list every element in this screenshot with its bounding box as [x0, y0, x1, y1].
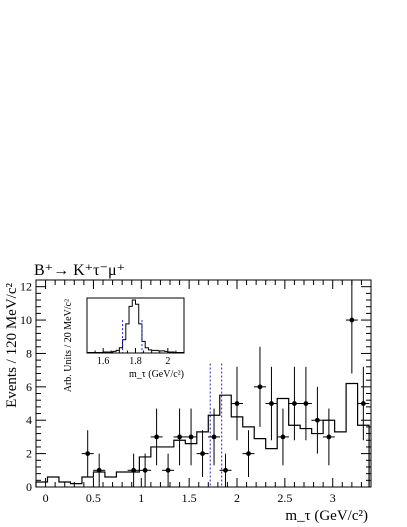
x-tick-label: 1: [138, 491, 144, 505]
data-point-13: [242, 430, 255, 477]
y-tick-label: 0: [26, 480, 32, 494]
data-point-3: [127, 453, 140, 487]
plot-frame: [35, 279, 372, 488]
data-point-14: [253, 346, 266, 427]
data-point-4: [139, 453, 152, 487]
inset-histogram-line: [86, 299, 185, 353]
x-tick-label: 0: [43, 491, 49, 505]
data-point-7: [173, 408, 186, 466]
x-axis-ticks: 0 0.5 1 1.5 2 2.5 3: [35, 280, 372, 505]
x-tick-label: 3: [330, 491, 336, 505]
data-points: [81, 280, 370, 487]
data-point-1: [81, 430, 94, 477]
data-point-11: [219, 453, 232, 487]
inset-y-axis-label: Arb. Units / 20 MeV/c²: [63, 299, 74, 392]
x-tick-label: 2: [234, 491, 240, 505]
inset-x-tick-label: 1.8: [129, 356, 142, 367]
data-point-16: [276, 408, 289, 466]
chart-title: B⁺→ K⁺τ⁻μ⁺: [34, 262, 125, 279]
x-axis-label: m_τ (GeV/c²): [285, 508, 368, 524]
data-point-12: [231, 366, 243, 441]
main-chart: B⁺→ K⁺τ⁻μ⁺ 0 0.5 1 1.5 2 2.5 3 0 2 4 6 8 10 12 Event…: [4, 262, 372, 524]
y-tick-label: 8: [26, 346, 32, 360]
data-point-10: [208, 408, 221, 466]
inset-background: [87, 298, 184, 353]
y-axis-label: Events / 120 MeV/c²: [4, 283, 20, 408]
y-axis-ticks: 0 2 4 6 8 10 12: [20, 280, 371, 494]
y-tick-label: 10: [20, 313, 32, 327]
data-point-2: [93, 453, 106, 487]
x-tick-label: 0.5: [86, 491, 101, 505]
y-tick-label: 12: [20, 280, 32, 294]
data-point-21: [345, 280, 358, 374]
data-point-15: [265, 366, 278, 441]
signal-window-lines: [209, 363, 223, 487]
data-point-8: [185, 408, 198, 466]
data-point-20: [322, 408, 335, 466]
inset-chart: 1.6 1.8 2 Arb. Units / 20 MeV/c² m_τ (GeV/…: [63, 297, 185, 392]
data-point-5: [150, 408, 163, 466]
data-point-9: [196, 430, 209, 477]
inset-histogram: [86, 299, 185, 353]
data-point-17: [288, 366, 301, 441]
y-tick-label: 6: [26, 380, 32, 394]
y-tick-label: 4: [26, 413, 32, 427]
inset-signal-window-lines: [122, 320, 143, 353]
x-tick-label: 2.5: [277, 491, 292, 505]
y-tick-label: 2: [26, 447, 32, 461]
data-point-18: [299, 366, 312, 441]
data-point-6: [162, 453, 175, 487]
inset-x-axis-label: m_τ (GeV/c²): [129, 369, 184, 380]
x-tick-label: 1.5: [182, 491, 197, 505]
data-point-19: [311, 386, 324, 454]
inset-x-tick-label: 1.6: [97, 356, 110, 367]
inset-x-axis-ticks: 1.6 1.8 2: [86, 348, 185, 367]
inset-x-tick-label: 2: [165, 356, 170, 367]
data-point-22: [357, 366, 370, 441]
